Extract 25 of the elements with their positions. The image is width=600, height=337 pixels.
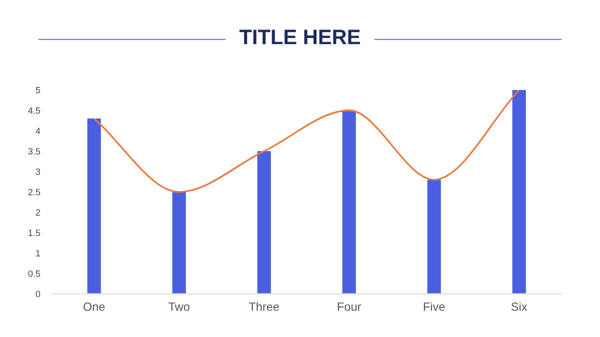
y-tick-label: 2 [36,209,40,216]
chart-title: TITLE HERE [239,30,360,44]
x-tick-label: Six [511,302,528,311]
bar [172,192,186,294]
x-tick-label: Five [424,302,445,311]
bar [257,151,271,294]
y-tick-label: 0.5 [28,270,40,277]
y-tick-label: 1 [36,250,40,256]
y-tick-label: 3 [36,168,40,175]
bar [87,118,101,294]
y-tick-label: 3.5 [28,148,40,155]
y-tick-label: 5 [36,87,40,94]
bar [342,110,356,294]
y-tick-label: 4.5 [28,107,40,114]
y-tick-label: 2.5 [28,188,40,196]
line-series [93,90,520,193]
y-tick-label: 0 [36,290,40,298]
y-tick-label: 4 [36,128,40,134]
y-tick-label: 1.5 [28,230,40,236]
x-tick-label: One [84,302,105,311]
x-tick-label: Three [248,302,279,311]
x-tick-label: Two [168,302,190,311]
bar [512,90,526,294]
bar [427,180,441,294]
x-tick-label: Four [338,302,362,311]
